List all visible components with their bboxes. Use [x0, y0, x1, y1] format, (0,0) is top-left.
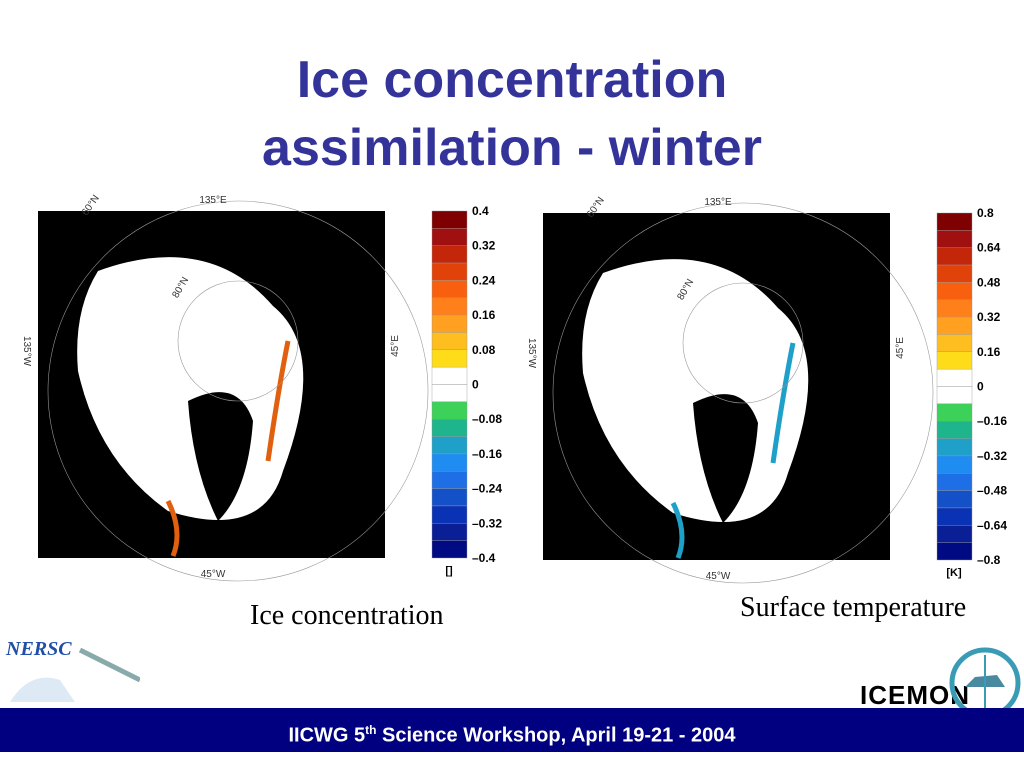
greenland [693, 394, 758, 523]
colorbar-cell [936, 230, 973, 248]
caption: Surface temperature [740, 592, 967, 623]
colorbar-label: –0.8 [977, 553, 1001, 567]
coast-signal [165, 340, 291, 557]
colorbar-cell [936, 351, 973, 370]
footer-text: th [365, 723, 377, 737]
colorbar-label: 0.08 [472, 343, 496, 357]
colorbar-cell [936, 507, 973, 526]
lat-circle [682, 282, 804, 404]
colorbar-cell [431, 436, 468, 455]
colorbar-cell [936, 403, 973, 422]
lat-circle [177, 280, 299, 402]
colorbar-cell [431, 314, 468, 333]
colorbar-label: 0.4 [472, 204, 489, 218]
colorbar-label: –0.16 [977, 414, 1007, 428]
map-label: 45°W [201, 569, 226, 580]
colorbar-cell [936, 282, 973, 300]
caption: Ice concentration [250, 600, 444, 631]
footer-text: Science Workshop, April 19-21 - 2004 [376, 724, 736, 747]
colorbar-label: 0.24 [472, 273, 496, 287]
colorbar-cell [936, 299, 973, 318]
colorbar-cell [431, 523, 468, 541]
colorbar-cell [431, 297, 468, 316]
colorbar-cell [431, 471, 468, 489]
colorbar-cell [936, 368, 973, 387]
colorbar-label: –0.64 [977, 518, 1007, 532]
colorbar-label: –0.08 [472, 412, 502, 426]
colorbar-label: 0 [977, 380, 984, 394]
colorbar-unit: [] [445, 565, 453, 577]
colorbar-unit: [K] [946, 567, 962, 579]
logo-text: NERSC [6, 638, 72, 660]
colorbar-label: 0.8 [977, 206, 994, 220]
map-label: 135°E [199, 195, 227, 206]
colorbar-label: 0.48 [977, 275, 1001, 289]
colorbar-cell [431, 280, 468, 298]
colorbar-label: –0.32 [977, 449, 1007, 463]
colorbar-cell [936, 473, 973, 491]
footer: IICWG 5th Science Workshop, April 19-21 … [0, 708, 1024, 752]
colorbar-cell [936, 316, 973, 335]
colorbar-cell [431, 540, 468, 559]
colorbar-cell [936, 490, 973, 509]
map-label: 45°E [390, 335, 401, 357]
colorbar-cell [936, 386, 973, 405]
colorbar-cell [431, 453, 468, 472]
colorbar-cell [431, 366, 468, 385]
colorbar-cell [936, 247, 973, 266]
map-label: 135°W [21, 336, 32, 367]
colorbar-label: 0 [472, 378, 479, 392]
colorbar-label: 0.64 [977, 241, 1001, 255]
title-line: Ice concentration [296, 51, 728, 109]
lat-circle [552, 202, 934, 584]
title-line: assimilation - winter [262, 119, 762, 177]
footer-text: IICWG 5 [288, 724, 366, 747]
colorbar-cell [431, 262, 468, 281]
colorbar-cell [431, 332, 468, 351]
colorbar-cell [936, 455, 973, 474]
colorbar-label: –0.24 [472, 482, 502, 496]
greenland [188, 392, 253, 521]
map-label: 135°W [526, 338, 537, 369]
colorbar-cell [936, 334, 973, 353]
colorbar-cell [431, 349, 468, 368]
colorbar-label: –0.4 [472, 551, 496, 565]
colorbar-label: 0.32 [977, 310, 1001, 324]
colorbar-cell [431, 488, 468, 507]
colorbar-cell [431, 384, 468, 403]
colorbar-label: –0.16 [472, 447, 502, 461]
colorbar-cell [431, 210, 468, 229]
colorbar-cell [936, 421, 973, 439]
colorbar-cell [431, 401, 468, 420]
colorbar-cell [431, 245, 468, 264]
colorbar-cell [431, 419, 468, 437]
colorbar-label: –0.32 [472, 516, 502, 530]
map-label: 135°E [704, 197, 732, 208]
colorbar-cell [936, 264, 973, 283]
map-label: 45°E [895, 337, 906, 359]
colorbar-cell [936, 438, 973, 457]
colorbar-label: –0.48 [977, 484, 1007, 498]
colorbar-label: 0.16 [977, 345, 1001, 359]
coast-signal [670, 342, 796, 559]
lat-circle [47, 200, 429, 582]
colorbar-label: 0.16 [472, 308, 496, 322]
map-label: 45°W [706, 571, 731, 582]
colorbar-cell [936, 542, 973, 561]
logo-icon [10, 647, 140, 702]
colorbar-label: 0.32 [472, 239, 496, 253]
colorbar-cell [431, 228, 468, 246]
colorbar-cell [936, 525, 973, 543]
colorbar-cell [431, 505, 468, 524]
colorbar-cell [936, 212, 973, 231]
